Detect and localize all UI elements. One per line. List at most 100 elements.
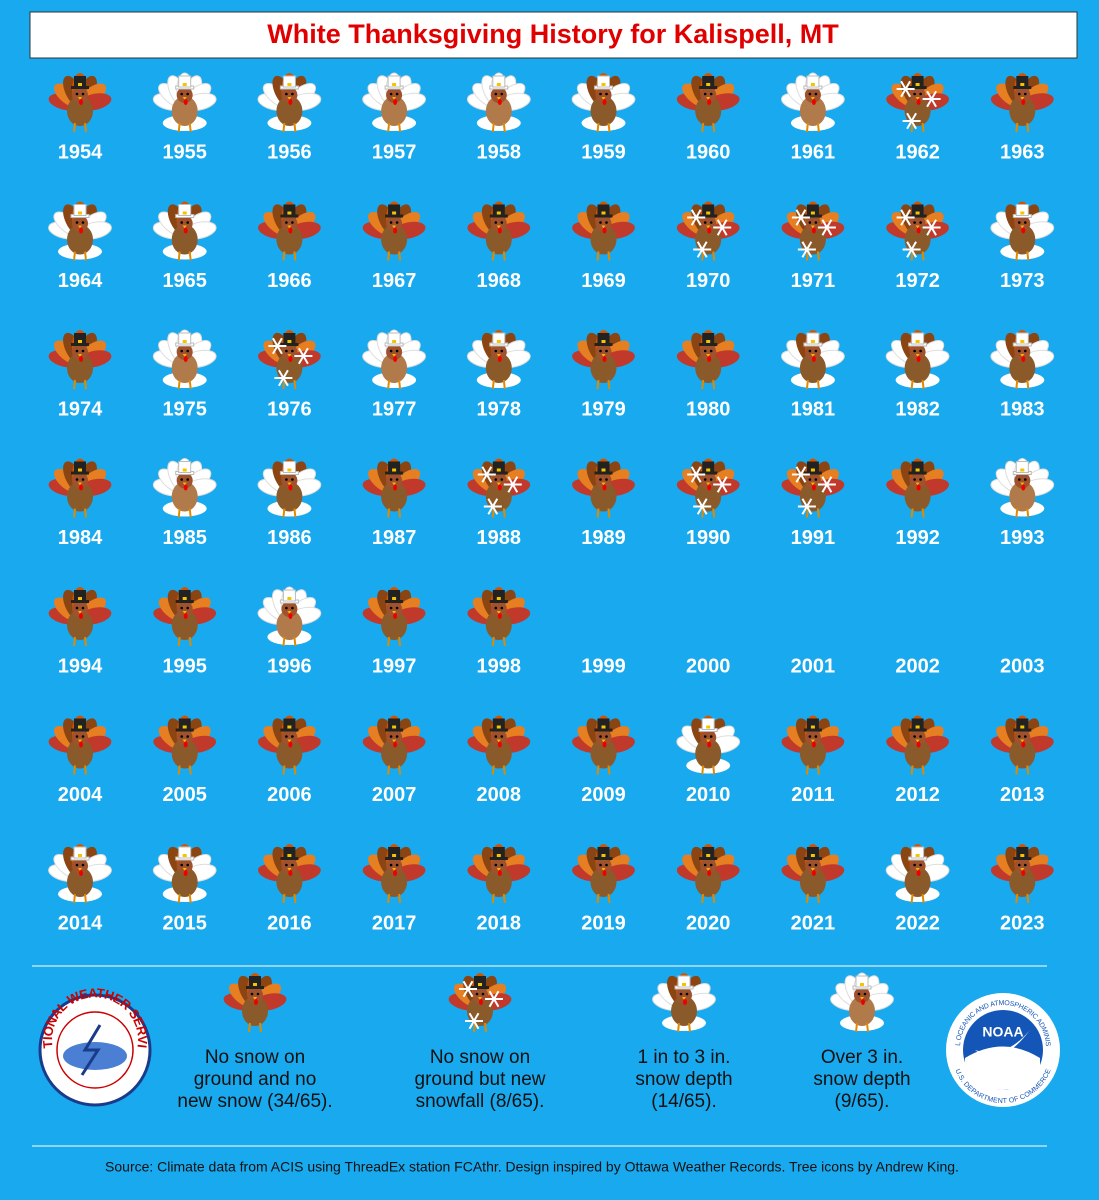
body [171,224,198,255]
leg [1015,122,1019,133]
hat-brim [385,214,404,218]
year-label: 1976 [267,398,312,420]
body [904,867,931,897]
head [804,87,821,103]
year-label: 1978 [477,398,522,420]
hat [806,75,820,88]
turkey-icon [652,973,716,1033]
hat [702,204,715,216]
head [854,987,870,1003]
leg [73,636,76,647]
beak [392,482,397,486]
leg [816,893,820,904]
eye [919,863,922,867]
eye [814,478,818,481]
beak [601,868,606,871]
eye [481,992,485,996]
turkey-icon [362,458,426,518]
leg [596,508,600,518]
eye [81,863,85,867]
buckle [810,211,815,215]
wattle [497,99,502,105]
leg [73,508,76,518]
body [1009,353,1036,383]
beak [601,739,606,743]
head [700,858,717,874]
beak [182,225,187,229]
body [67,738,93,769]
beak [287,611,292,614]
wattle [79,356,83,362]
leg [259,1022,262,1033]
hat-brim [908,214,927,218]
turkey-icon [990,715,1054,775]
snowflake [488,990,500,1008]
head [595,858,612,874]
wattle [602,99,607,105]
wattle [707,356,712,362]
beak [915,739,920,743]
turkey-icon [152,201,217,261]
leg [73,893,76,904]
hat-brim [246,986,264,989]
wattle [393,870,398,876]
year-label: 2004 [58,784,103,806]
turkey-icon [362,329,426,390]
head [281,858,298,874]
leg [491,508,495,518]
eye [703,735,707,738]
year-label: 2019 [581,912,626,934]
leg [921,251,925,261]
year-label: 2000 [686,655,731,677]
turkey-icon [258,330,321,390]
leg [387,765,391,775]
leg [910,893,914,904]
eye [703,478,707,481]
leg [1026,379,1030,390]
eye [1018,478,1021,481]
wattle [811,741,816,748]
leg [855,1022,858,1033]
buckle [810,340,815,343]
leg [816,765,820,775]
beak [810,354,815,357]
eye [703,221,707,224]
snowflake [821,476,833,493]
eye [1018,863,1021,867]
year-label: 1979 [581,398,626,420]
year-label: 1969 [581,270,626,292]
eye [814,863,818,867]
hat [701,718,715,730]
leg [1015,765,1019,775]
body [695,96,722,126]
head [804,215,821,232]
year-label: 1977 [372,398,417,420]
eye [186,606,189,610]
beak [182,739,187,743]
hat-brim [908,86,927,89]
leg [293,636,297,647]
leg [596,893,600,904]
buckle [915,725,920,729]
beak [287,225,292,229]
buckle [706,725,711,729]
eye [186,863,189,867]
eye [81,606,85,610]
hat [1015,461,1029,473]
eye [285,221,288,224]
buckle [1020,854,1025,857]
hat-brim [699,214,718,218]
hat [73,846,87,859]
head [472,987,488,1003]
year-label: 2018 [477,912,522,934]
noaa-text: NOAA [982,1024,1023,1040]
turkey-icon [257,458,322,518]
eye [605,349,608,353]
hat [388,847,401,858]
turkey-icon [830,972,894,1033]
snowflake [926,90,937,108]
snowflake [906,241,917,258]
year-label: 1975 [162,398,207,420]
wattle [916,99,921,105]
leg [282,636,286,647]
